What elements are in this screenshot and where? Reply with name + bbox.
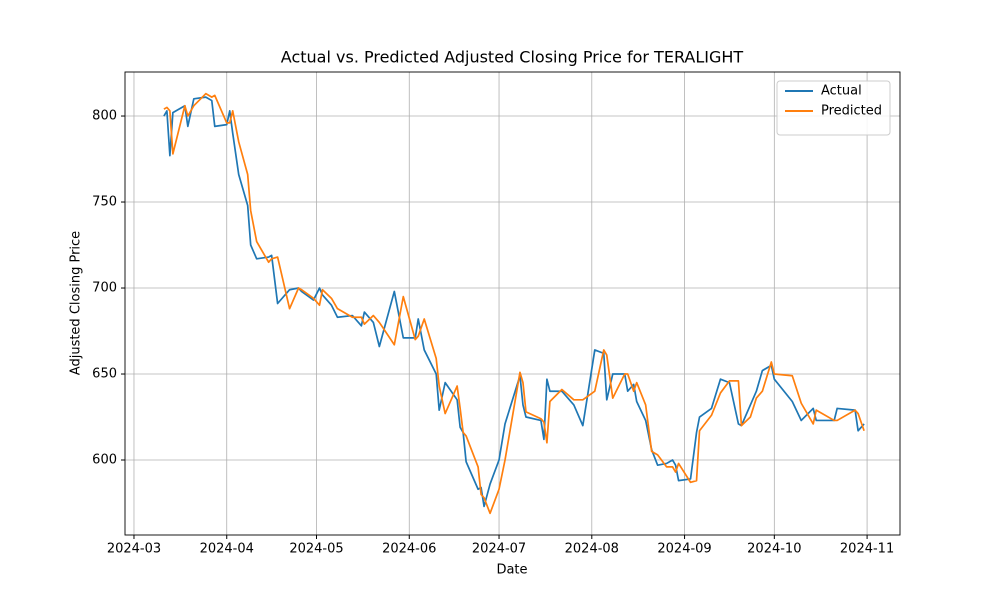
series-line bbox=[163, 92, 865, 515]
x-tick-label: 2024-08 bbox=[565, 542, 619, 557]
x-tick-label: 2024-10 bbox=[747, 542, 801, 557]
series-line bbox=[163, 96, 865, 508]
legend-label: Actual bbox=[821, 84, 862, 99]
x-tick-label: 2024-05 bbox=[289, 542, 343, 557]
y-axis-label: Adjusted Closing Price bbox=[69, 231, 84, 375]
chart-title: Actual vs. Predicted Adjusted Closing Pr… bbox=[281, 48, 744, 67]
x-tick-label: 2024-11 bbox=[840, 542, 894, 557]
x-axis-label: Date bbox=[496, 563, 527, 578]
x-tick-label: 2024-06 bbox=[382, 542, 436, 557]
x-tick-label: 2024-07 bbox=[472, 542, 526, 557]
x-tick-label: 2024-03 bbox=[107, 542, 161, 557]
y-tick-label: 650 bbox=[92, 367, 117, 382]
y-tick-label: 750 bbox=[92, 195, 117, 210]
x-tick-label: 2024-09 bbox=[657, 542, 711, 557]
y-tick-label: 700 bbox=[92, 281, 117, 296]
plot-frame bbox=[124, 71, 901, 536]
legend-frame bbox=[776, 80, 891, 136]
y-tick-label: 800 bbox=[92, 109, 117, 124]
legend-label: Predicted bbox=[821, 104, 882, 119]
legend: Actual Predicted bbox=[776, 80, 891, 136]
y-tick-label: 600 bbox=[92, 453, 117, 468]
x-tick-label: 2024-04 bbox=[200, 542, 254, 557]
